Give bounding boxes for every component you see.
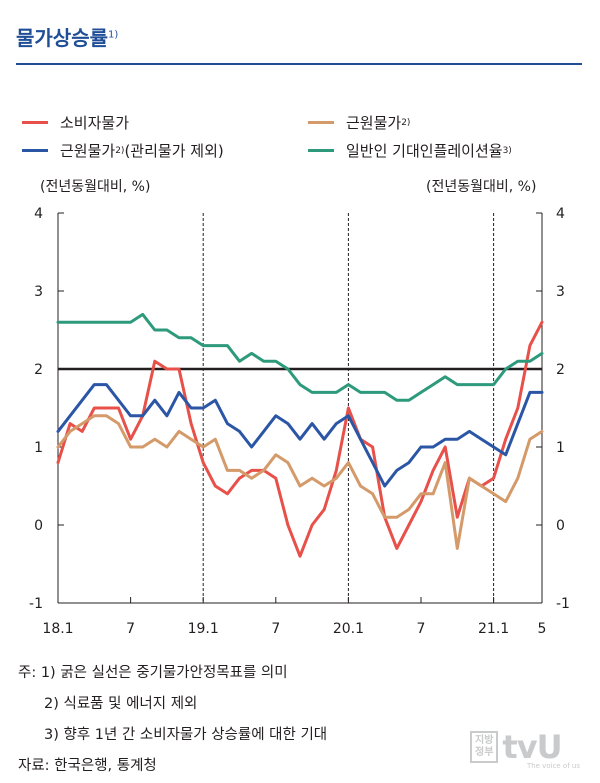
watermark-brand: tvU — [502, 728, 562, 766]
legend-label-expected: 일반인 기대인플레이션율 — [346, 142, 503, 160]
legend-swatch-core-ex-admin — [22, 149, 48, 152]
y-tick-label-right: 2 — [556, 362, 565, 378]
y-tick-label-right: 3 — [556, 284, 565, 300]
watermark-box: 지방 정부 — [470, 731, 499, 763]
watermark-logo: 지방 정부 tvU The voice of us — [470, 726, 582, 770]
footnote-1: 주: 1) 굵은 실선은 중기물가안정목표를 의미 — [18, 665, 288, 681]
y-tick-label-right: 4 — [556, 206, 565, 222]
legend-item-core: 근원물가 2) — [308, 112, 410, 133]
legend-item-cpi: 소비자물가 — [22, 112, 129, 133]
y-tick-label-left: 3 — [34, 284, 43, 300]
watermark-tagline: The voice of us — [526, 762, 580, 770]
y-unit-right: (전년동월대비, %) — [426, 179, 537, 195]
series-line-4 — [56, 312, 544, 402]
y-tick-label-right: 1 — [556, 440, 565, 456]
y-tick-label-right: 0 — [556, 518, 565, 534]
line-chart: -1 -1 0 0 1 1 2 2 3 3 4 4 18.1 7 19.1 7 20.1 7 21.1 5 — [29, 206, 570, 637]
x-tick-label: 18.1 — [42, 621, 73, 637]
legend-suffix-core-ex-admin: (관리물가 제외) — [124, 142, 224, 160]
footnote-2: 2) 식료품 및 에너지 제외 — [44, 696, 198, 712]
footnotes: 주: 1) 굵은 실선은 중기물가안정목표를 의미 2) 식료품 및 에너지 제… — [18, 658, 327, 782]
x-tick-label: 19.1 — [188, 621, 219, 637]
series-line-1 — [56, 320, 544, 558]
x-tick-label: 7 — [271, 621, 280, 637]
x-tick-label: 7 — [126, 621, 135, 637]
series-line-2 — [56, 414, 544, 550]
source-note: 자료: 한국은행, 통계청 — [18, 758, 157, 774]
legend-label-cpi: 소비자물가 — [60, 114, 130, 132]
series-line-3 — [56, 383, 544, 488]
y-tick-label-left: 4 — [34, 206, 43, 222]
legend-item-expected: 일반인 기대인플레이션율 3) — [308, 140, 512, 161]
legend-swatch-expected — [308, 149, 334, 152]
legend-note-expected: 3) — [502, 145, 512, 156]
x-tick-label: 21.1 — [478, 621, 509, 637]
footnote-3: 3) 향후 1년 간 소비자물가 상승률에 대한 기대 — [44, 727, 328, 743]
legend-label-core: 근원물가 — [346, 114, 402, 132]
legend-swatch-core — [308, 121, 334, 124]
x-tick-label: 5 — [538, 621, 547, 637]
y-tick-label-right: -1 — [556, 596, 570, 612]
title-rule — [16, 63, 582, 65]
chart-title: 물가상승률1) — [16, 26, 119, 50]
y-tick-label-left: 2 — [34, 362, 43, 378]
legend-swatch-cpi — [22, 121, 48, 124]
legend-item-core-ex-admin: 근원물가 2) (관리물가 제외) — [22, 140, 224, 161]
x-tick-label: 7 — [417, 621, 426, 637]
y-tick-label-left: 0 — [34, 518, 43, 534]
legend-note-core-ex-admin: 2) — [115, 145, 125, 156]
y-tick-label-left: -1 — [29, 596, 43, 612]
x-tick-label: 20.1 — [333, 621, 364, 637]
y-unit-left: (전년동월대비, %) — [40, 179, 151, 195]
legend-note-core: 2) — [401, 117, 411, 128]
y-tick-label-left: 1 — [34, 440, 43, 456]
legend-label-core-ex-admin: 근원물가 — [60, 142, 116, 160]
